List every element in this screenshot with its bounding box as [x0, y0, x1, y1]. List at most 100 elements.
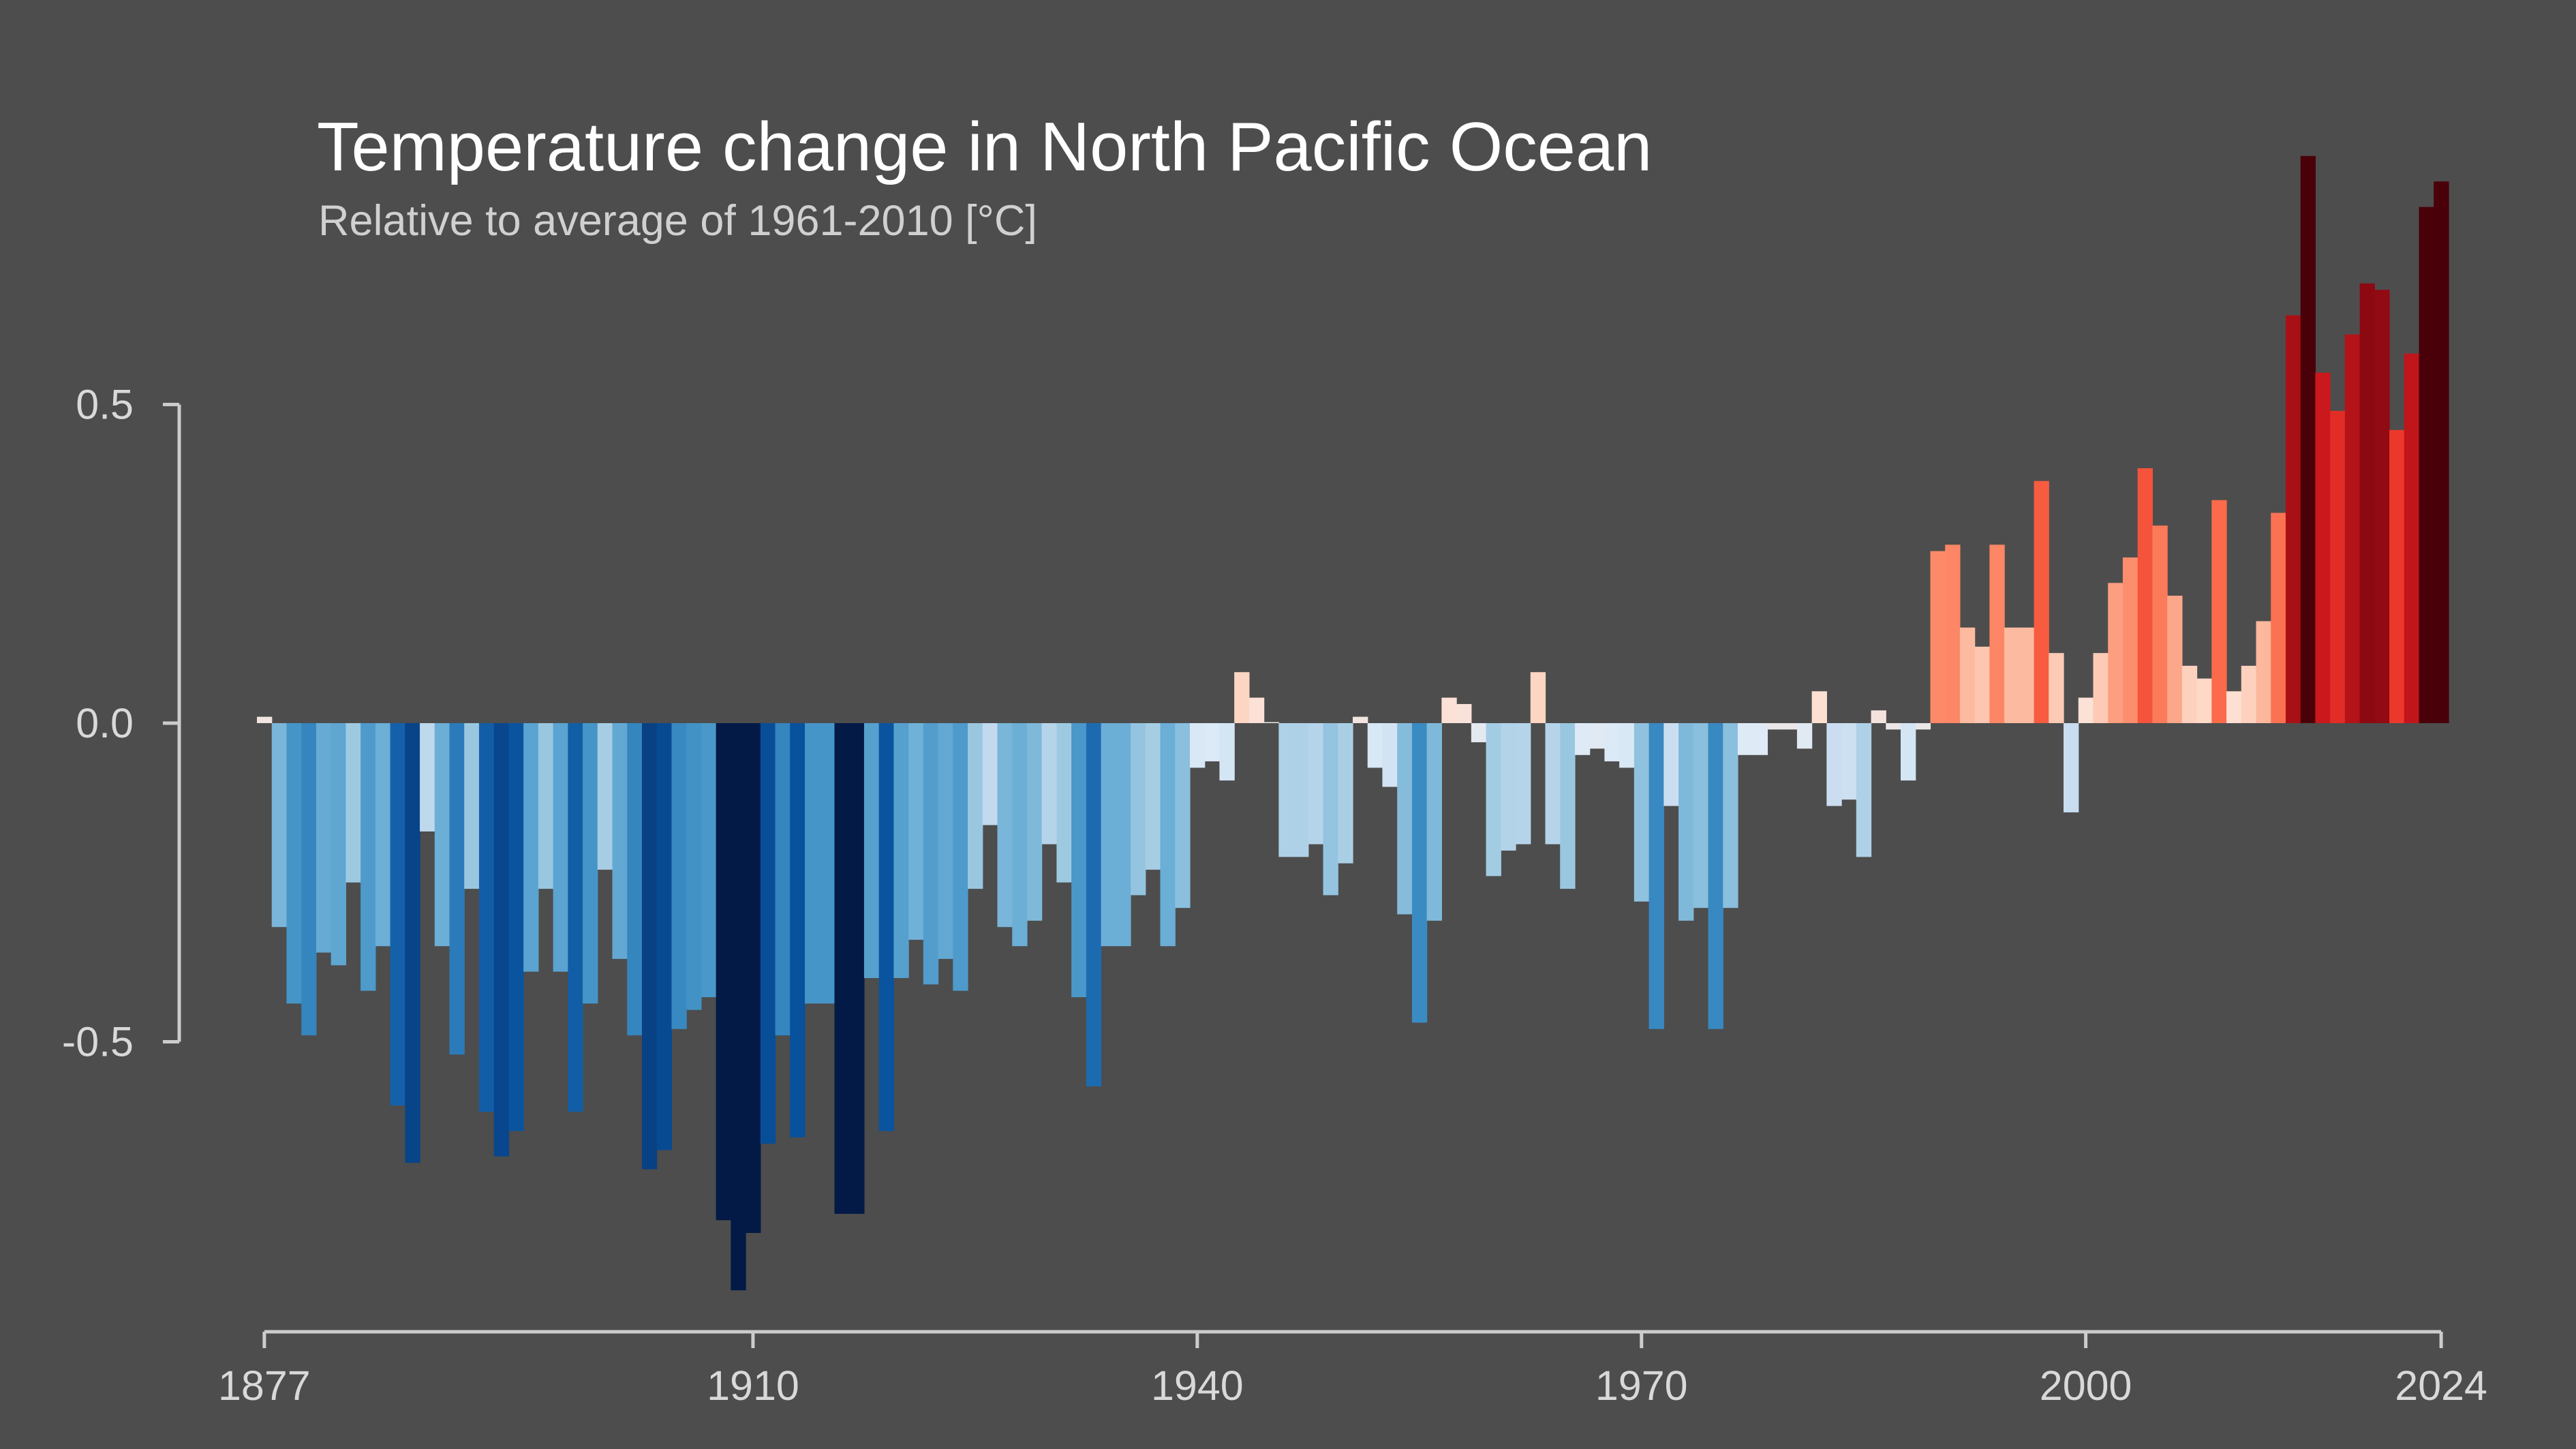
bar-1979	[1767, 723, 1783, 730]
bar-1944	[1248, 697, 1265, 723]
bar-1986	[1871, 710, 1886, 723]
bar-1895	[523, 723, 539, 972]
bar-2002	[2108, 583, 2123, 723]
bar-1970	[1634, 723, 1650, 902]
bar-1919	[878, 723, 894, 1131]
bar-1886	[390, 723, 405, 1105]
bar-1977	[1737, 723, 1753, 755]
bar-1907	[701, 723, 717, 998]
bar-1932	[1071, 723, 1087, 998]
bar-1902	[627, 723, 643, 1036]
bar-1967	[1589, 723, 1606, 749]
bar-1904	[656, 723, 673, 1150]
bar-1910	[746, 723, 761, 1233]
bar-1926	[982, 723, 998, 825]
x-tick-label: 1910	[707, 1362, 799, 1409]
bar-1896	[538, 723, 554, 889]
bar-1943	[1234, 672, 1250, 723]
bar-1960	[1486, 723, 1501, 876]
bar-2013	[2271, 513, 2286, 723]
bar-1953	[1382, 723, 1398, 787]
x-axis: 1877 1910 1940 1970 2000 2024	[218, 1330, 2487, 1409]
bar-1911	[760, 723, 776, 1144]
y-tick-label: 0.0	[76, 700, 134, 746]
bar-1981	[1796, 723, 1813, 749]
bar-1945	[1263, 722, 1279, 723]
bar-2023	[2419, 207, 2434, 723]
bar-1988	[1901, 723, 1916, 781]
bar-2024	[2434, 181, 2449, 723]
bar-1957	[1441, 697, 1457, 723]
bar-1969	[1619, 723, 1635, 768]
bar-1927	[997, 723, 1013, 928]
bar-2008	[2196, 678, 2212, 723]
bar-1951	[1353, 716, 1368, 723]
bar-1942	[1219, 723, 1235, 781]
bar-1935	[1116, 723, 1131, 947]
bar-1989	[1915, 723, 1931, 730]
bar-1975	[1708, 723, 1723, 1029]
bar-2016	[2315, 372, 2331, 723]
bar-1912	[775, 723, 791, 1036]
bar-1980	[1782, 723, 1798, 730]
x-tick-label: 2024	[2395, 1362, 2487, 1409]
bar-2000	[2078, 697, 2094, 723]
bar-1955	[1411, 723, 1428, 1023]
bar-1934	[1101, 723, 1116, 947]
bar-1962	[1516, 723, 1531, 844]
bar-1913	[790, 723, 806, 1138]
bar-1883	[346, 723, 361, 883]
bar-1983	[1826, 723, 1842, 806]
bar-1890	[449, 723, 465, 1055]
bar-1946	[1278, 723, 1294, 857]
bar-1925	[968, 723, 983, 889]
bar-1978	[1752, 723, 1768, 755]
bar-1892	[478, 723, 495, 1112]
bar-1920	[893, 723, 909, 978]
bar-1898	[568, 723, 583, 1112]
bar-2007	[2181, 665, 2198, 723]
bar-1889	[434, 723, 450, 947]
bar-1903	[641, 723, 658, 1170]
bar-1878	[271, 723, 288, 928]
bar-1971	[1649, 723, 1664, 1029]
bar-1950	[1338, 723, 1353, 864]
bar-2005	[2152, 525, 2168, 723]
y-axis: 0.5 0.0 -0.5	[62, 382, 181, 1065]
bar-1882	[331, 723, 346, 966]
bar-1908	[716, 723, 731, 1221]
bar-1877	[257, 716, 273, 723]
bar-1894	[508, 723, 524, 1131]
bar-1968	[1604, 723, 1620, 762]
bar-1954	[1397, 723, 1413, 915]
x-tick-label: 2000	[2040, 1362, 2132, 1409]
bar-1972	[1663, 723, 1679, 806]
bar-1966	[1574, 723, 1591, 755]
bar-1964	[1545, 723, 1561, 844]
bar-1976	[1723, 723, 1738, 909]
bar-1879	[286, 723, 302, 1004]
bar-1949	[1323, 723, 1338, 896]
bar-2011	[2241, 665, 2257, 723]
bar-1940	[1189, 723, 1206, 768]
y-tick-label: -0.5	[62, 1019, 134, 1065]
bar-1917	[849, 723, 865, 1214]
x-tick-label: 1877	[218, 1362, 311, 1409]
bar-1974	[1693, 723, 1709, 909]
bar-1929	[1026, 723, 1043, 921]
bar-1899	[583, 723, 598, 1004]
bar-1973	[1678, 723, 1694, 921]
bar-1909	[731, 723, 746, 1291]
bar-1936	[1131, 723, 1146, 896]
bar-1998	[2049, 653, 2064, 723]
bar-1937	[1145, 723, 1161, 870]
bar-1915	[819, 723, 835, 1004]
bar-1900	[597, 723, 613, 870]
bar-1881	[316, 723, 332, 953]
bar-2019	[2359, 283, 2375, 724]
bar-1906	[686, 723, 702, 1010]
chart-subtitle: Relative to average of 1961-2010 [°C]	[318, 197, 1037, 245]
bar-1985	[1856, 723, 1872, 857]
bar-1884	[361, 723, 376, 991]
